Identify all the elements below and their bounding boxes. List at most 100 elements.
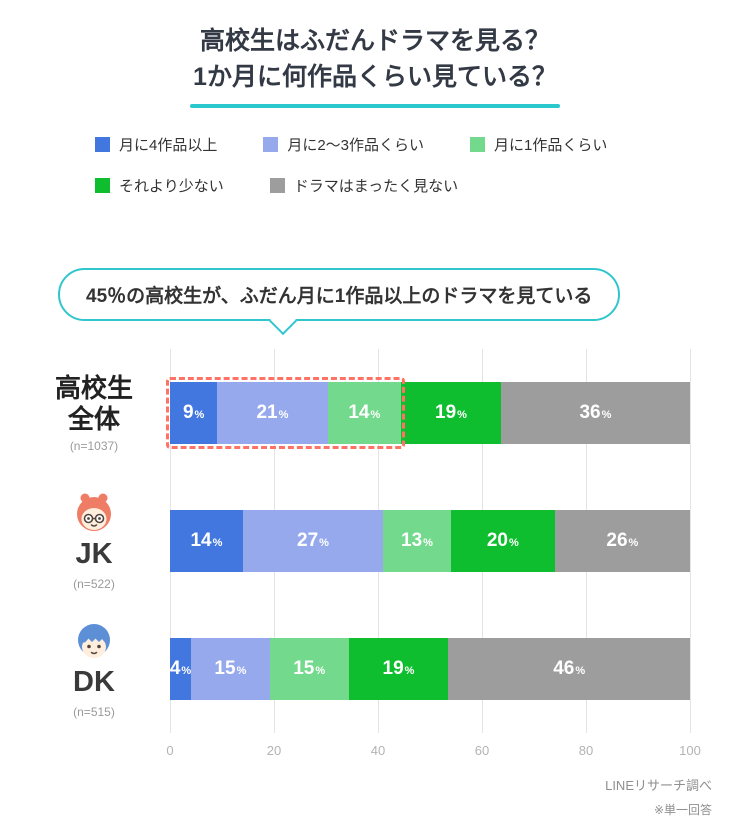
page-title: 高校生はふだんドラマを見る？ 1か月に何作品くらい見ている？ <box>0 24 750 95</box>
title-line1: 高校生はふだんドラマを見る？ <box>199 27 550 55</box>
segment-unit: % <box>370 409 381 421</box>
grid-line-100 <box>690 349 691 733</box>
stacked-bar: 4% 15% 15% 19% 46% <box>170 638 690 700</box>
legend-item: 月に2〜3作品くらい <box>263 134 424 155</box>
x-tick-label-0: 0 <box>166 743 174 758</box>
segment-unit: % <box>457 409 467 421</box>
segment-value: 21 <box>256 402 278 423</box>
segment-unit: % <box>278 409 289 421</box>
stacked-bar: 9% 21% 14% 19% 36% <box>166 377 690 449</box>
bar-segment: 19% <box>348 638 449 700</box>
row-label-line: JK <box>75 538 113 571</box>
segment-value: 9 <box>182 402 194 423</box>
callout-wrap: 45％の高校生が、ふだん月に1作品以上のドラマを見ている <box>58 268 750 336</box>
bar-segment: 9% <box>170 382 218 444</box>
segment-unit: % <box>423 537 433 549</box>
segment-value: 26 <box>606 530 628 551</box>
stacked-bar-chart: 高校生 全体 (n=1037) 9% 21% 14% 19% 36% JK (n=522) 14% 2… <box>0 349 750 767</box>
segment-value: 15 <box>293 658 315 679</box>
segment-value: 15 <box>214 658 236 679</box>
legend-label: 月に1作品くらい <box>494 137 608 154</box>
bar-segment: 20% <box>450 510 555 572</box>
row-sample-size: (n=522) <box>73 576 115 591</box>
legend-swatch-icon <box>470 137 486 152</box>
segment-unit: % <box>508 537 519 549</box>
legend-item: それより少ない <box>95 175 224 196</box>
row-label: JK (n=522) <box>0 491 170 591</box>
row-label-line: DK <box>73 666 115 699</box>
segment-unit: % <box>212 537 223 549</box>
segment-unit: % <box>315 665 326 677</box>
x-tick-label-20: 20 <box>266 743 282 758</box>
row-label: DK (n=515) <box>0 619 170 719</box>
bar-segment: 15% <box>269 638 349 700</box>
row-label-line: 全体 <box>67 403 120 434</box>
segment-value: 19 <box>382 658 404 679</box>
legend-item: ドラマはまったく見ない <box>269 175 459 196</box>
bar-segment: 14% <box>327 382 402 444</box>
x-tick-label-40: 40 <box>370 743 386 758</box>
bar-segment: 4% <box>170 638 191 700</box>
legend-label: 月に2〜3作品くらい <box>287 137 425 154</box>
segment-value: 19 <box>435 402 457 423</box>
bar-segment: 15% <box>191 638 270 700</box>
row-sample-size: (n=515) <box>73 704 115 719</box>
segment-unit: % <box>575 665 586 677</box>
segment-unit: % <box>181 665 192 677</box>
x-axis: 0 20 40 60 80 100 <box>0 733 750 767</box>
bar-segment: 46% <box>448 638 690 700</box>
bar-segment: 27% <box>242 510 384 572</box>
legend-item: 月に1作品くらい <box>470 134 607 155</box>
row-label-text: 高校生 全体 <box>55 373 133 434</box>
callout-text: 45％の高校生が、ふだん月に1作品以上のドラマを見ている <box>86 286 593 307</box>
dk-face-icon <box>71 619 117 664</box>
segment-unit: % <box>404 665 415 677</box>
row-label-text: DK <box>73 665 115 699</box>
title-block: 高校生はふだんドラマを見る？ 1か月に何作品くらい見ている？ <box>0 0 750 108</box>
segment-unit: % <box>194 409 205 421</box>
segment-value: 36 <box>579 402 601 423</box>
x-tick-label-80: 80 <box>578 743 594 758</box>
bar-segment: 36% <box>500 382 690 444</box>
segment-value: 27 <box>297 530 319 551</box>
bar-segment: 13% <box>383 510 451 572</box>
footer: LINEリサーチ調べ ※単一回答 <box>605 775 712 818</box>
legend-item: 月に4作品以上 <box>95 134 217 155</box>
bar-segment: 26% <box>554 510 690 572</box>
source-note: LINEリサーチ調べ <box>605 778 712 793</box>
segment-unit: % <box>319 537 329 549</box>
callout-pointer <box>268 306 298 336</box>
row-sample-size: (n=1037) <box>69 439 119 454</box>
legend-label: それより少ない <box>119 178 224 195</box>
row-label-line: 高校生 <box>54 372 133 403</box>
segment-value: 4 <box>169 658 181 679</box>
segment-value: 20 <box>486 530 508 551</box>
legend-label: 月に4作品以上 <box>119 137 218 154</box>
segment-value: 46 <box>553 658 575 679</box>
bar-row-高校生全体: 高校生 全体 (n=1037) 9% 21% 14% 19% 36% <box>0 349 750 477</box>
bar-segment: 19% <box>401 382 501 444</box>
legend: 月に4作品以上 月に2〜3作品くらい 月に1作品くらいそれより少ない ドラマはまったく… <box>95 134 750 196</box>
segment-value: 14 <box>190 530 212 551</box>
x-tick-label-60: 60 <box>474 743 490 758</box>
answer-type-note: ※単一回答 <box>653 803 712 817</box>
legend-row-2: それより少ない ドラマはまったく見ない <box>95 175 750 196</box>
stacked-bar: 14% 27% 13% 20% 26% <box>170 510 690 572</box>
bar-segment: 21% <box>217 382 328 444</box>
row-label-text: JK <box>75 537 112 571</box>
legend-swatch-icon <box>263 137 279 152</box>
callout-bubble: 45％の高校生が、ふだん月に1作品以上のドラマを見ている <box>58 268 621 336</box>
title-line2: 1か月に何作品くらい見ている？ <box>193 62 557 91</box>
row-label: 高校生 全体 (n=1037) <box>0 373 170 453</box>
legend-swatch-icon <box>95 137 110 152</box>
bar-row-JK: JK (n=522) 14% 27% 13% 20% 26% <box>0 477 750 605</box>
segment-value: 14 <box>348 402 370 423</box>
legend-swatch-icon <box>95 178 110 193</box>
legend-swatch-icon <box>269 178 285 193</box>
legend-label: ドラマはまったく見ない <box>293 178 459 195</box>
title-underline <box>190 104 560 108</box>
chart-rows: 高校生 全体 (n=1037) 9% 21% 14% 19% 36% JK (n=522) 14% 2… <box>0 349 750 733</box>
segment-unit: % <box>236 665 247 677</box>
legend-row-1: 月に4作品以上 月に2〜3作品くらい 月に1作品くらい <box>95 134 750 155</box>
